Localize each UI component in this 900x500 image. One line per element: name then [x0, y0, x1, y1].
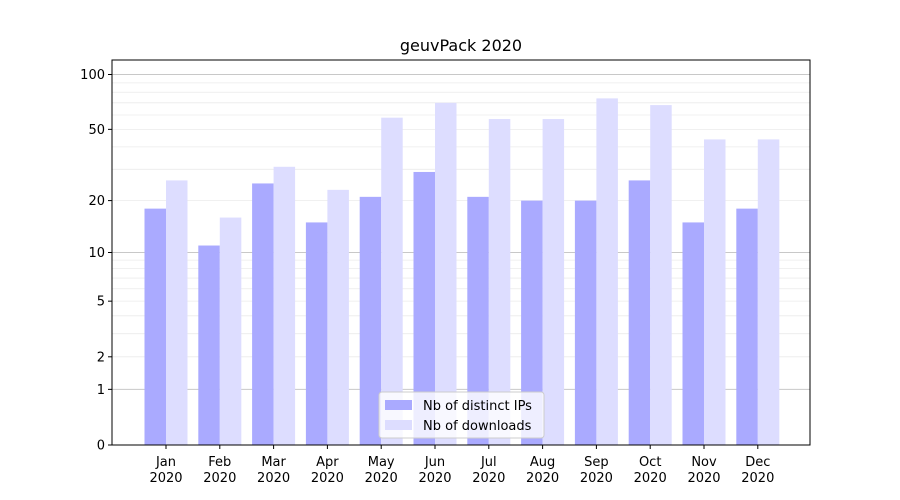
x-tick-label: Oct 2020	[634, 455, 667, 486]
bar	[166, 180, 188, 446]
bar	[467, 196, 489, 445]
bar	[574, 200, 597, 445]
x-tick-label: Apr 2020	[311, 455, 344, 486]
x-tick-label: Nov 2020	[687, 455, 720, 486]
bar	[682, 222, 704, 445]
legend-swatch	[385, 400, 412, 410]
bar	[521, 200, 543, 445]
bar	[198, 245, 220, 445]
y-tick-label: 100	[80, 68, 105, 83]
bar	[381, 117, 403, 445]
y-tick-label: 0	[97, 439, 105, 454]
x-tick-label: Feb 2020	[203, 455, 236, 486]
bar	[273, 166, 296, 446]
bar	[596, 98, 618, 445]
y-axis: 0 1 2 5 10 20 50 100	[80, 68, 112, 454]
legend-box	[378, 391, 545, 439]
x-tick-label: Aug 2020	[526, 455, 559, 486]
y-tick-label: 10	[88, 246, 105, 261]
x-tick-label: Jun 2020	[418, 455, 451, 486]
y-tick-label: 1	[97, 383, 105, 398]
bar	[413, 171, 435, 445]
y-tick-label: 5	[97, 295, 105, 310]
x-tick-label: Mar 2020	[257, 455, 290, 486]
legend-label: Nb of downloads	[423, 419, 532, 434]
bar	[305, 222, 328, 445]
legend-label: Nb of distinct IPs	[423, 399, 532, 414]
bar	[542, 119, 565, 445]
bar	[435, 102, 457, 445]
bar	[736, 208, 758, 445]
x-tick-label: Dec 2020	[741, 455, 774, 486]
bar	[650, 105, 672, 446]
bar	[628, 180, 651, 446]
bar	[252, 183, 274, 445]
bar	[757, 139, 780, 445]
bar	[144, 208, 166, 445]
x-tick-label: Sep 2020	[580, 455, 613, 486]
y-tick-label: 20	[88, 194, 105, 209]
bar	[704, 139, 726, 445]
y-tick-label: 50	[88, 123, 105, 138]
legend: Nb of distinct IPs Nb of downloads	[378, 391, 545, 439]
chart-title: geuvPack 2020	[400, 36, 522, 55]
x-tick-label: May 2020	[365, 455, 398, 486]
bar	[327, 189, 349, 445]
y-tick-label: 2	[97, 350, 105, 365]
bar	[219, 217, 242, 445]
x-axis: Jan 2020 Feb 2020 Mar 2020 Apr 2020 May 2020 Jun 20…	[149, 445, 774, 486]
bar	[488, 119, 511, 445]
x-tick-label: Jan 2020	[149, 455, 182, 486]
x-tick-label: Jul 2020	[472, 455, 505, 486]
bar	[359, 196, 382, 445]
bars	[144, 98, 780, 446]
legend-swatch	[385, 420, 412, 430]
